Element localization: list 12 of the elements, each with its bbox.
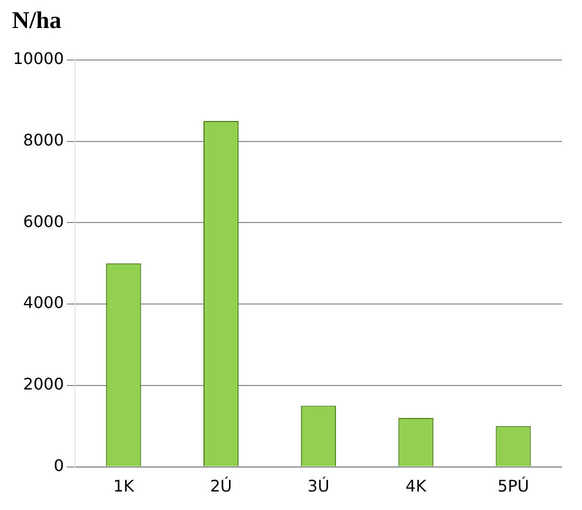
y-tick-label: 2000 <box>23 374 64 394</box>
y-tick-label: 0 <box>54 456 64 475</box>
x-tick-label: 4K <box>406 476 427 496</box>
x-tick-label: 5PÚ <box>498 476 530 496</box>
x-tick-label: 1K <box>113 476 134 496</box>
y-tick-label: 8000 <box>23 130 64 150</box>
y-tick-label: 4000 <box>23 293 64 312</box>
chart-title: N/ha <box>12 8 62 35</box>
x-tick-label: 2Ú <box>210 476 232 496</box>
x-tick-label: 3Ú <box>308 476 330 496</box>
y-tick-label: 6000 <box>23 212 64 231</box>
y-tick-label: 10000 <box>12 49 64 68</box>
